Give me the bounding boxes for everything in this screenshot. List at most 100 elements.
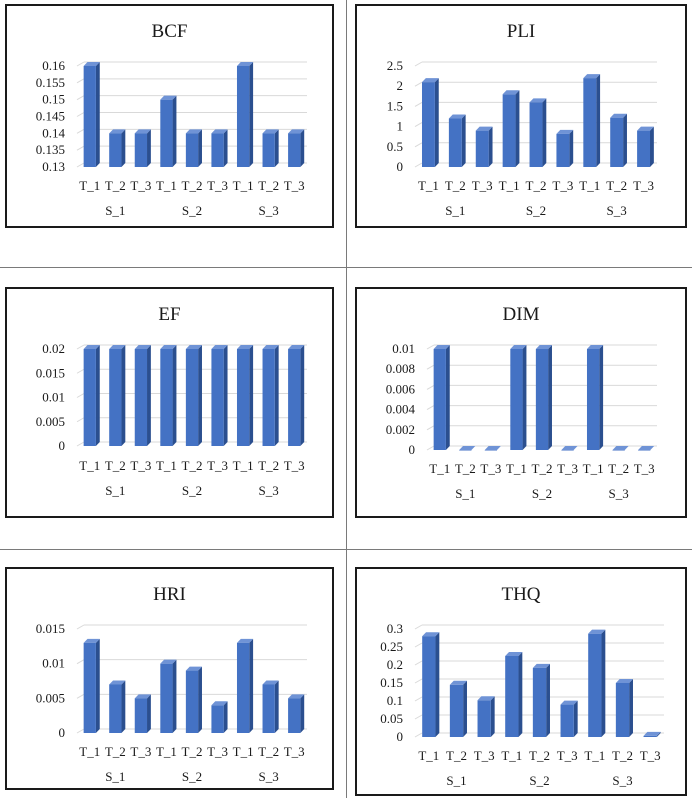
y-tick-label: 0.145 <box>36 109 65 124</box>
bar-side <box>274 680 279 733</box>
x-tick-label: T_1 <box>79 744 100 759</box>
bar-side <box>599 345 604 450</box>
bar-top <box>475 126 493 131</box>
bar-side <box>147 694 151 733</box>
bar <box>288 345 305 446</box>
bar-side <box>121 345 126 446</box>
x-tick-label: T_3 <box>640 748 661 763</box>
x-tick-label: T_2 <box>608 461 629 476</box>
bar-front <box>505 656 519 737</box>
x-tick-label: T_1 <box>156 744 177 759</box>
bar <box>185 666 202 733</box>
gridline-depth <box>76 728 85 734</box>
bar-side <box>445 345 450 450</box>
bar <box>134 129 151 167</box>
bar-top <box>556 129 574 134</box>
bar-top <box>588 629 606 634</box>
bar-front <box>262 349 275 446</box>
bar <box>236 638 254 733</box>
bar <box>211 701 228 733</box>
bar <box>160 345 177 446</box>
gridline-depth <box>426 344 435 350</box>
group-label: S_2 <box>526 203 546 218</box>
bar-top <box>109 129 126 134</box>
bar-side <box>522 345 527 450</box>
bar <box>422 632 440 737</box>
x-tick-label: T_2 <box>526 178 547 193</box>
chart-panel-hri: HRI 0 0.005 0.01 0.015 T_1 T_2 T_3 T_1 T_2 T_3 T_1 T… <box>5 567 334 790</box>
bar-front <box>449 684 464 737</box>
y-tick-label: 0.02 <box>42 341 65 356</box>
bar-top <box>610 113 627 118</box>
bar <box>484 446 501 451</box>
bar-side <box>147 129 151 167</box>
gridline-depth <box>76 145 85 151</box>
bar <box>510 345 527 450</box>
bar-front <box>288 698 301 733</box>
bar <box>448 114 466 167</box>
bar <box>586 345 604 450</box>
gridline-depth <box>414 101 423 107</box>
bar <box>288 129 305 167</box>
bar-side <box>95 62 100 167</box>
bar-top <box>638 446 655 450</box>
bar-side <box>435 632 440 737</box>
bar-front <box>109 133 122 167</box>
bar-front <box>185 670 199 733</box>
y-tick-label: 0 <box>59 725 66 740</box>
bar-side <box>121 129 126 167</box>
bar <box>262 345 279 446</box>
bar <box>185 345 202 446</box>
bar-top <box>459 446 476 450</box>
bar-front <box>610 117 624 167</box>
bar <box>529 98 547 167</box>
bar-top <box>160 659 177 664</box>
bar-top <box>134 694 151 699</box>
y-tick-label: 0.01 <box>392 341 415 356</box>
bar-front <box>211 705 224 733</box>
x-tick-label: T_2 <box>455 461 476 476</box>
y-tick-label: 0.005 <box>36 690 65 705</box>
bar-front <box>83 642 96 733</box>
x-tick-label: T_1 <box>429 461 450 476</box>
chart-panel-ef: EF 0 0.005 0.01 0.015 0.02 T_1 T_2 T_3 T_1 T_2 T_3 T… <box>5 287 334 518</box>
bar-front <box>421 82 435 167</box>
x-tick-label: T_3 <box>472 178 493 193</box>
bar <box>109 345 126 446</box>
bar <box>160 95 177 167</box>
bar-front <box>561 450 574 451</box>
x-tick-label: T_2 <box>258 458 279 473</box>
x-tick-label: T_1 <box>233 458 254 473</box>
bar-side <box>95 638 100 733</box>
bar-top <box>586 345 604 349</box>
bar-side <box>515 90 520 167</box>
x-tick-label: T_1 <box>418 178 439 193</box>
bar <box>637 126 654 167</box>
bar-side <box>573 700 578 737</box>
chart-ef: EF 0 0.005 0.01 0.015 0.02 T_1 T_2 T_3 T_1 T_2 T_3 T… <box>36 304 307 498</box>
gridline-depth <box>76 417 85 423</box>
chart-title: BCF <box>152 21 188 42</box>
bar-front <box>160 349 173 446</box>
bar-front <box>612 450 625 451</box>
gridline-depth <box>76 441 85 447</box>
group-label: S_3 <box>259 769 279 784</box>
chart-title: PLI <box>507 21 536 42</box>
bar <box>109 680 126 733</box>
x-tick-label: T_1 <box>583 461 604 476</box>
bar-side <box>249 62 254 167</box>
group-label: S_1 <box>455 486 475 501</box>
y-tick-label: 0.002 <box>386 422 415 437</box>
y-tick-label: 0.5 <box>387 139 403 154</box>
bar-side <box>198 129 202 167</box>
x-tick-label: T_1 <box>499 178 520 193</box>
bar-front <box>262 133 275 167</box>
x-tick-label: T_2 <box>105 178 126 193</box>
bar <box>583 74 601 167</box>
y-tick-label: 0.14 <box>42 125 65 140</box>
x-tick-label: T_2 <box>606 178 627 193</box>
x-tick-label: T_3 <box>552 178 573 193</box>
bar-front <box>532 667 547 737</box>
bar-front <box>535 349 549 450</box>
bar <box>502 90 520 167</box>
